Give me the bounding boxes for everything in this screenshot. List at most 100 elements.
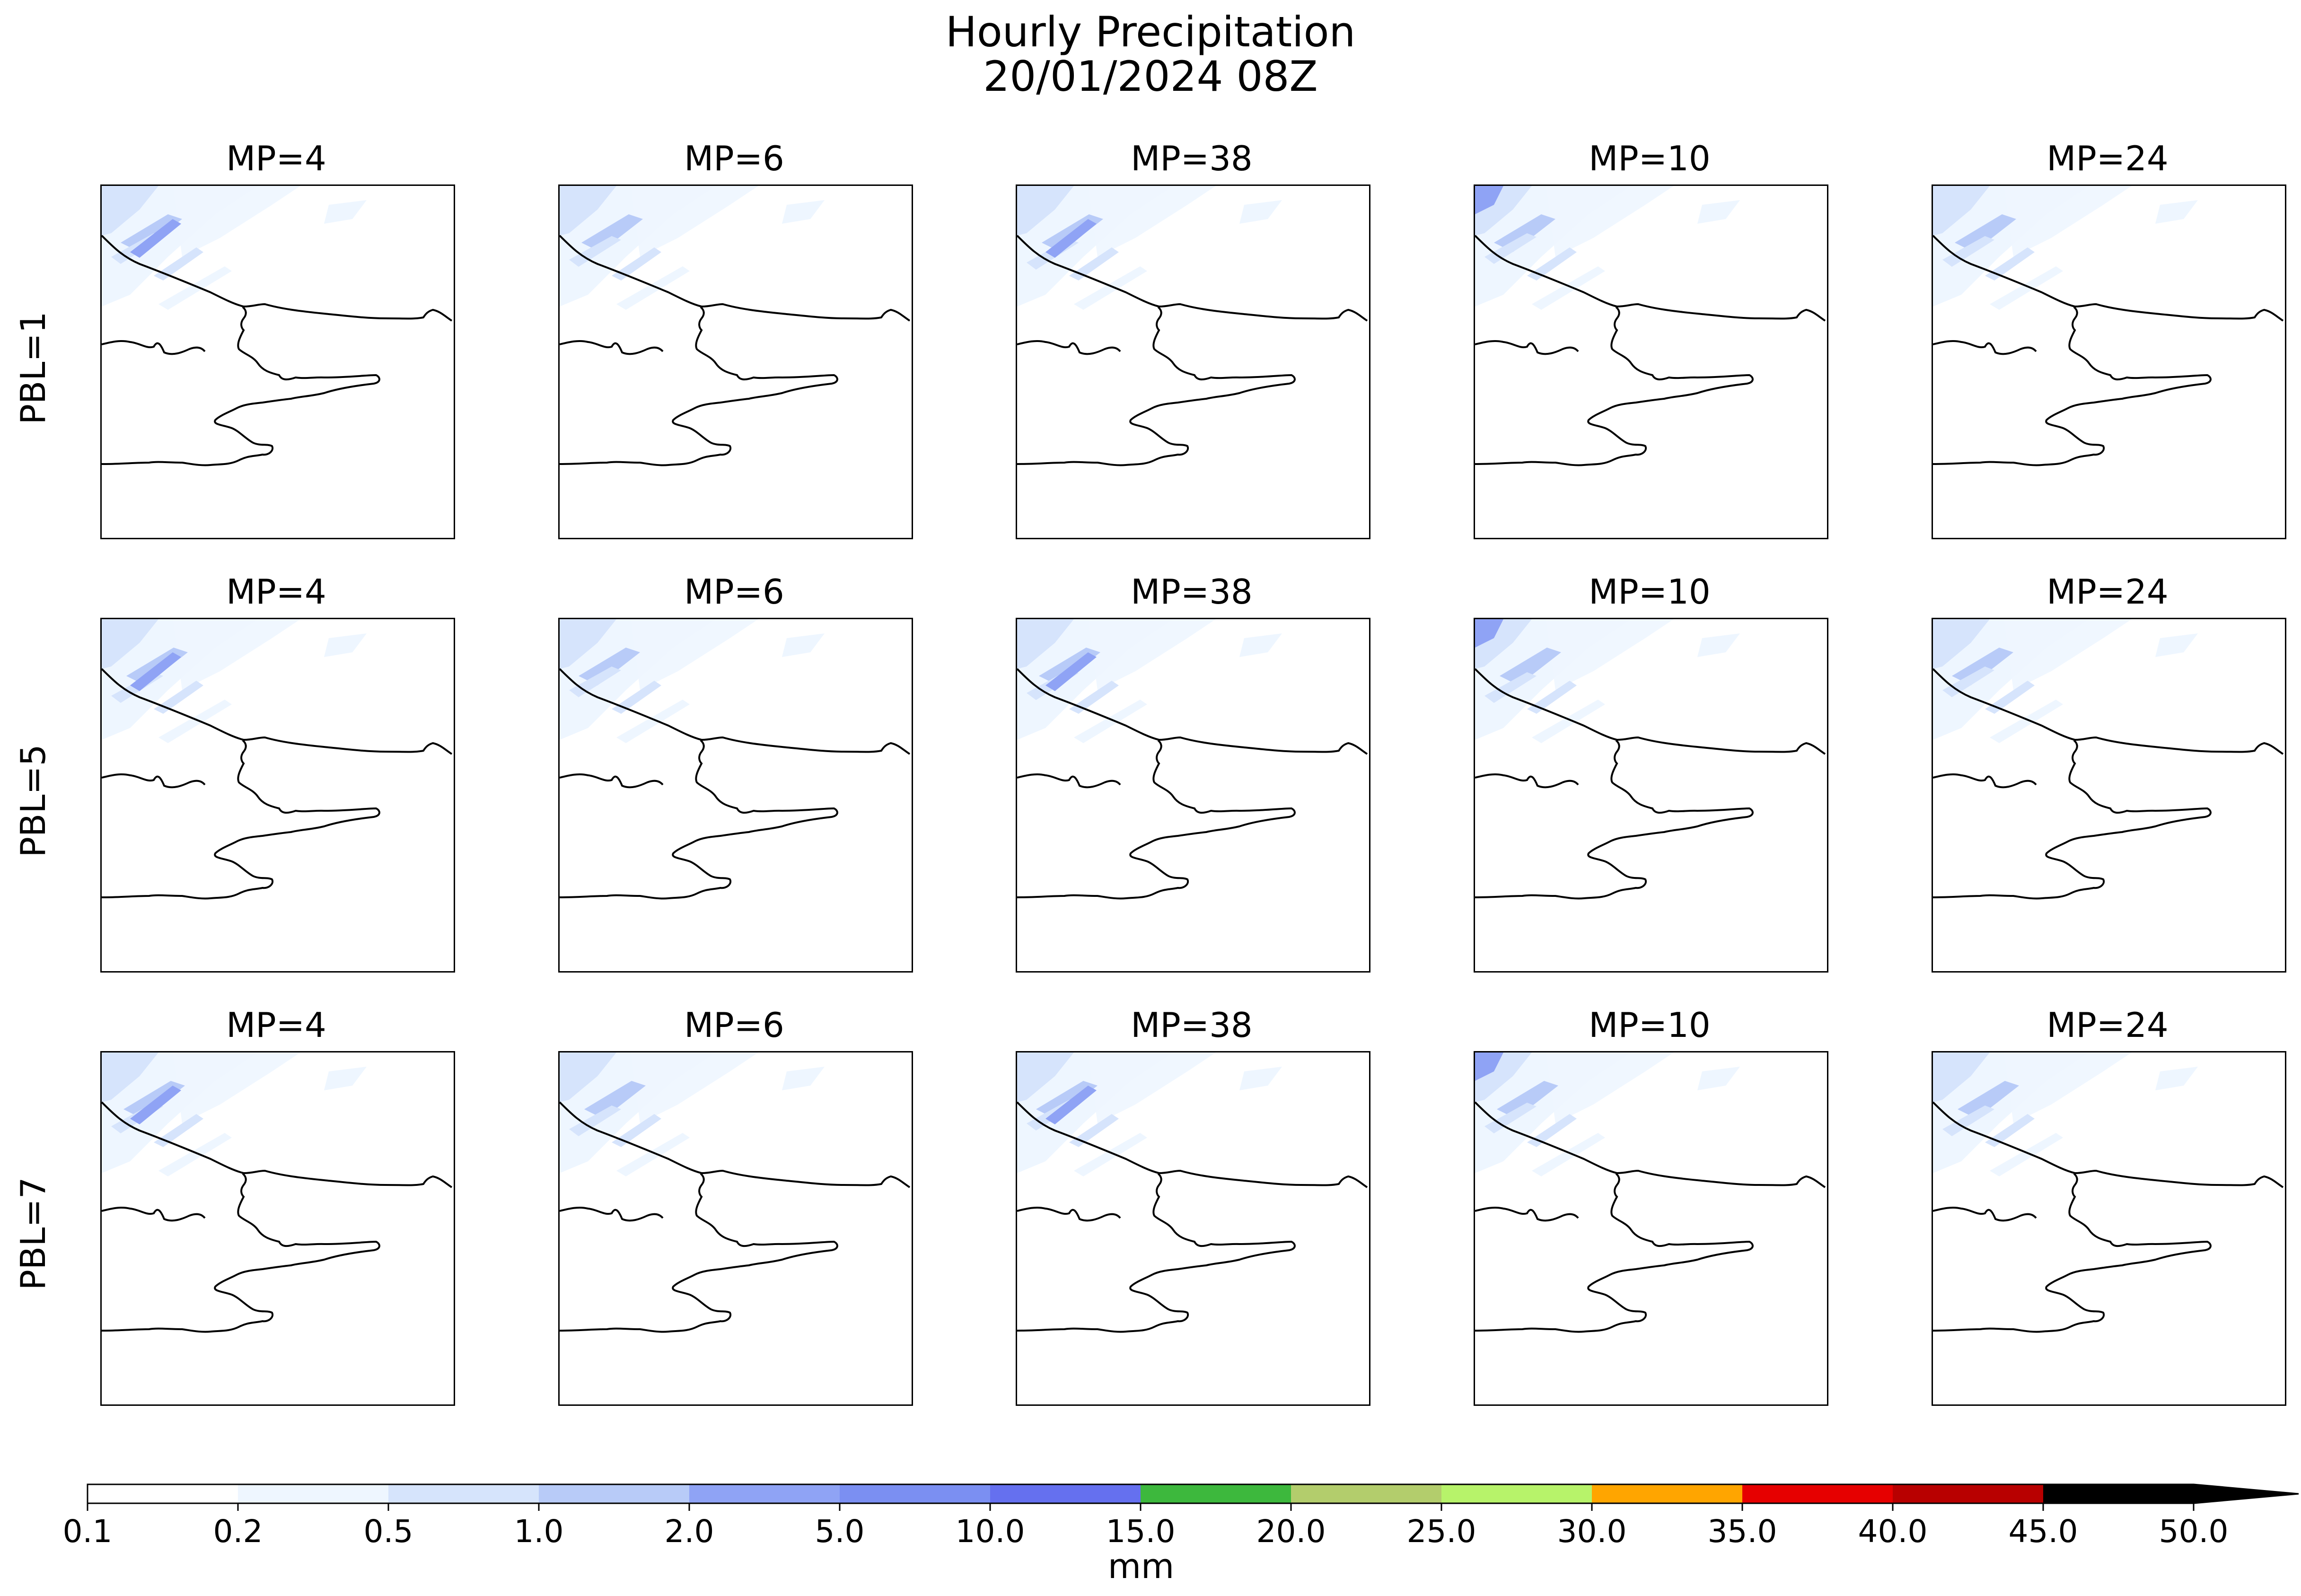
panel-title: MP=4 <box>226 572 326 612</box>
colorbar-outline <box>87 1483 2299 1504</box>
coastline-south <box>102 739 380 900</box>
colorbar-segment <box>840 1484 991 1503</box>
colorbar-tick-label: 5.0 <box>815 1513 865 1550</box>
colorbar-segment <box>1291 1484 1442 1503</box>
map-panel <box>1474 618 1828 973</box>
colorbar-tick-label: 1.0 <box>514 1513 564 1550</box>
coastline-west <box>1475 1206 1579 1222</box>
panel-title: MP=6 <box>684 572 784 612</box>
map-panel <box>558 618 913 973</box>
coastline-north <box>1017 668 1368 755</box>
colorbar-tick-label: 40.0 <box>1858 1513 1928 1550</box>
coastline-south <box>1475 306 1754 466</box>
colorbar-segment <box>689 1484 840 1503</box>
coastline-north <box>1933 1101 2284 1188</box>
coastline-north <box>1475 668 1826 755</box>
panel-title: MP=38 <box>1131 572 1253 612</box>
colorbar-tick-label: 50.0 <box>2159 1513 2229 1550</box>
precip-map <box>1475 1052 1826 1333</box>
precip-map <box>102 186 453 466</box>
coastline-south <box>1017 306 1296 466</box>
coastline-north <box>1475 1101 1826 1188</box>
coastline-west <box>560 340 664 355</box>
panel-title: MP=10 <box>1589 1005 1711 1045</box>
colorbar-extend-arrow <box>2194 1484 2299 1503</box>
coastline-south <box>1475 739 1754 900</box>
panel-title: MP=24 <box>2046 139 2169 178</box>
panel-title: MP=38 <box>1131 1005 1253 1045</box>
panel-title: MP=24 <box>2046 572 2169 612</box>
coastline-north <box>1017 235 1368 322</box>
colorbar-tick-label: 0.5 <box>363 1513 413 1550</box>
colorbar-tick-label: 35.0 <box>1707 1513 1777 1550</box>
figure-title-line1: Hourly Precipitation <box>945 8 1356 56</box>
precip-map <box>560 1052 911 1333</box>
coastline-west <box>1017 340 1121 355</box>
coastline-west <box>1933 1206 2037 1222</box>
colorbar-segment <box>1441 1484 1592 1503</box>
precip-map <box>1933 186 2284 466</box>
coastline-north <box>102 668 453 755</box>
coastline-north <box>560 1101 911 1188</box>
map-panel <box>1016 618 1370 973</box>
precip-map <box>1475 619 1826 900</box>
colorbar-tick-label: 0.1 <box>62 1513 113 1550</box>
panel-title: MP=38 <box>1131 139 1253 178</box>
coastline-west <box>1475 340 1579 355</box>
colorbar-tick-label: 25.0 <box>1406 1513 1476 1550</box>
panel-title: MP=4 <box>226 1005 326 1045</box>
colorbar-tick-label: 2.0 <box>664 1513 714 1550</box>
coastline-north <box>560 235 911 322</box>
colorbar-tick-label: 45.0 <box>2008 1513 2078 1550</box>
coastline-south <box>1017 1173 1296 1333</box>
coastline-north <box>1475 235 1826 322</box>
coastline-south <box>1933 739 2212 900</box>
map-panel <box>1932 1051 2286 1406</box>
precip-map <box>560 186 911 466</box>
map-panel <box>1016 184 1370 539</box>
colorbar-tick-label: 15.0 <box>1106 1513 1176 1550</box>
coastline-north <box>560 668 911 755</box>
map-panel <box>100 1051 455 1406</box>
colorbar-tick-label: 30.0 <box>1557 1513 1627 1550</box>
coastline-west <box>102 773 206 789</box>
colorbar-segment <box>1742 1484 1893 1503</box>
colorbar-segment <box>990 1484 1141 1503</box>
coastline-west <box>1017 1206 1121 1222</box>
coastline-south <box>1933 306 2212 466</box>
coastline-west <box>1017 773 1121 789</box>
coastline-south <box>102 1173 380 1333</box>
coastline-south <box>102 306 380 466</box>
coastline-north <box>1933 668 2284 755</box>
map-panel <box>1474 184 1828 539</box>
map-panel <box>558 184 913 539</box>
precip-map <box>1475 186 1826 466</box>
coastline-south <box>1017 739 1296 900</box>
panel-title: MP=24 <box>2046 1005 2169 1045</box>
colorbar-segment <box>88 1484 238 1503</box>
coastline-west <box>560 1206 664 1222</box>
precip-map <box>102 619 453 900</box>
precip-map <box>560 619 911 900</box>
colorbar-label: mm <box>1107 1546 1175 1586</box>
colorbar-tick-label: 0.2 <box>213 1513 263 1550</box>
coastline-south <box>1475 1173 1754 1333</box>
precip-map <box>1017 186 1368 466</box>
coastline-west <box>1933 773 2037 789</box>
panel-title: MP=10 <box>1589 572 1711 612</box>
coastline-south <box>1933 1173 2212 1333</box>
coastline-south <box>560 306 838 466</box>
colorbar-segment <box>2043 1484 2194 1503</box>
coastline-south <box>560 739 838 900</box>
colorbar-tick-label: 20.0 <box>1256 1513 1326 1550</box>
colorbar-segment <box>1893 1484 2044 1503</box>
coastline-west <box>560 773 664 789</box>
panel-title: MP=10 <box>1589 139 1711 178</box>
panel-title: MP=4 <box>226 139 326 178</box>
coastline-north <box>102 235 453 322</box>
map-panel <box>1474 1051 1828 1406</box>
map-panel <box>1932 184 2286 539</box>
coastline-north <box>102 1101 453 1188</box>
precip-map <box>102 1052 453 1333</box>
